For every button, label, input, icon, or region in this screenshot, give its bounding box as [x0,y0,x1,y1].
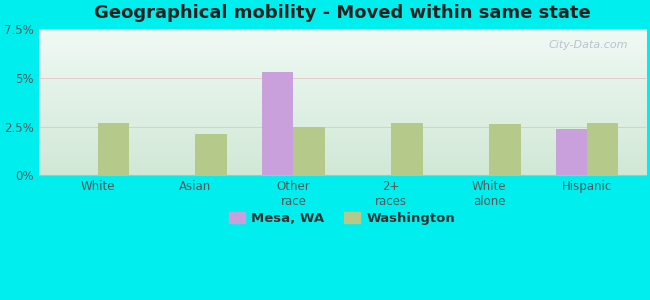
Bar [587,123,618,176]
Bar [489,124,521,176]
Legend: Mesa, WA, Washington: Mesa, WA, Washington [224,207,461,230]
Bar [196,134,227,176]
Text: City-Data.com: City-Data.com [548,40,628,50]
Bar [391,123,423,176]
Bar [293,127,325,176]
Title: Geographical mobility - Moved within same state: Geographical mobility - Moved within sam… [94,4,591,22]
Bar [98,123,129,176]
Bar [262,72,293,176]
Bar [556,129,587,175]
